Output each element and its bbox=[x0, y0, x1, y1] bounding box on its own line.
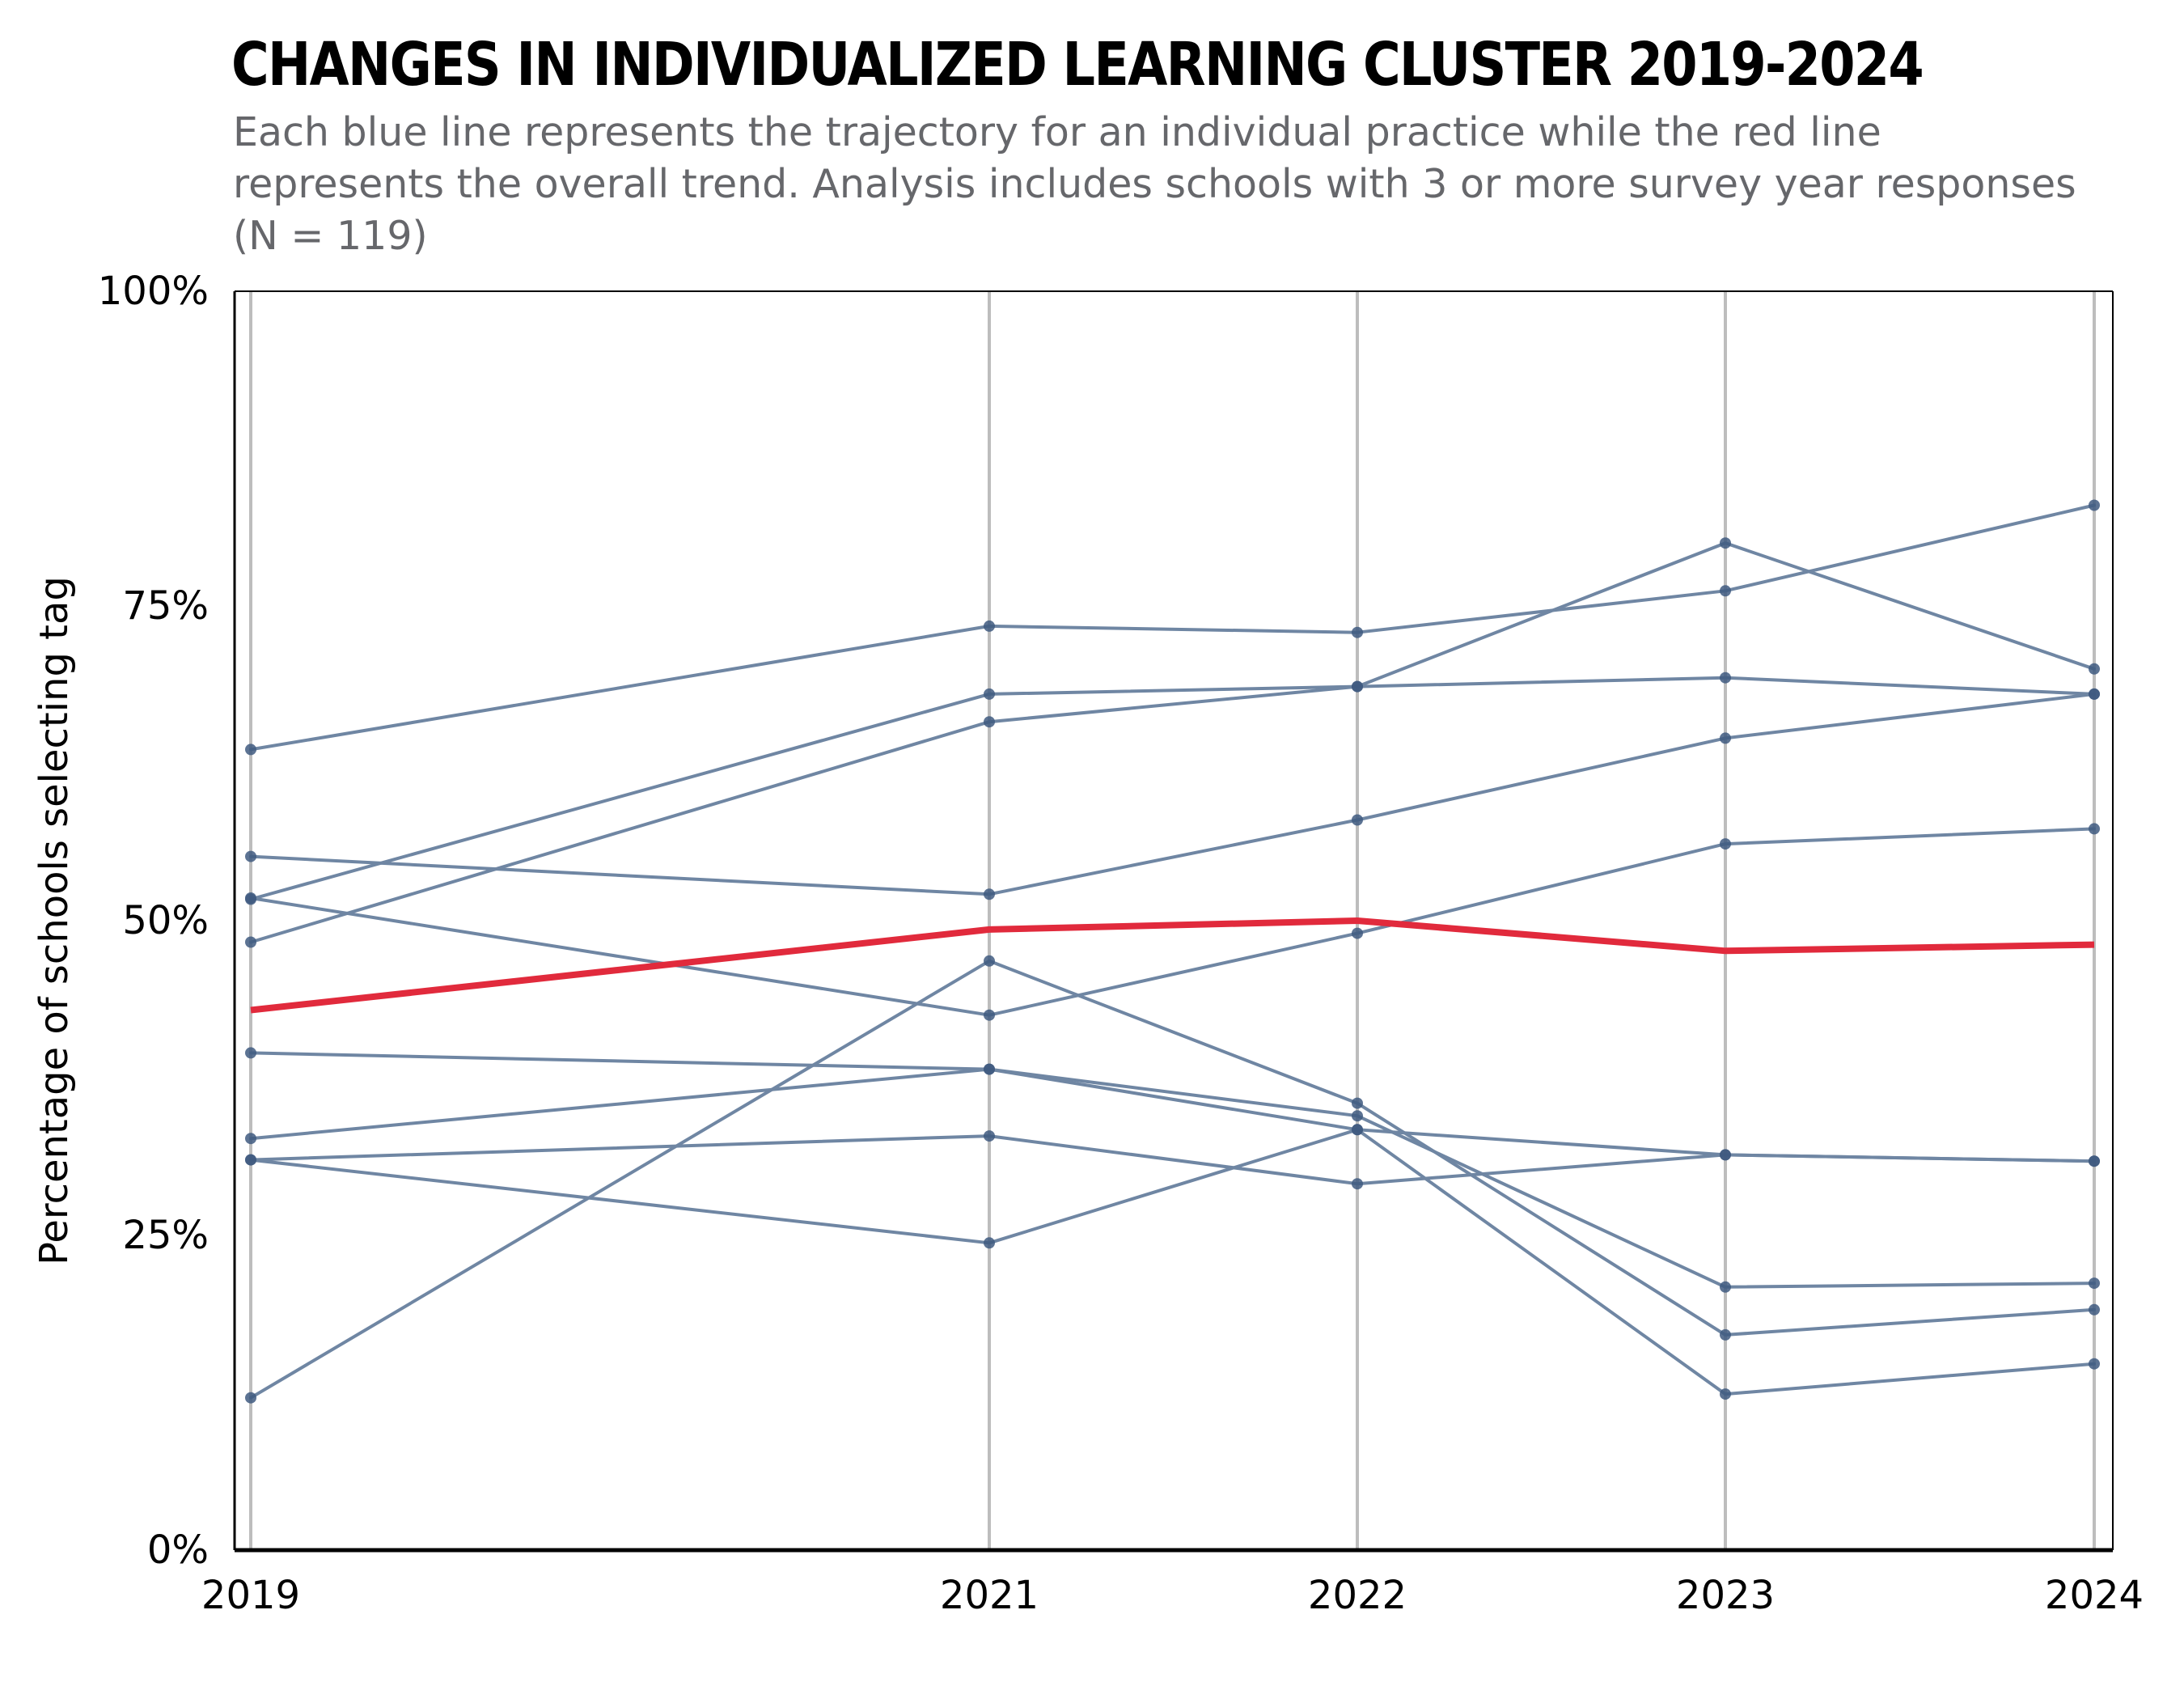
grid-lines bbox=[249, 291, 2096, 1550]
practice-point-2-2022 bbox=[1352, 814, 1363, 826]
practice-point-4-2023 bbox=[1720, 537, 1731, 549]
overall-trend-line bbox=[250, 917, 2095, 1014]
y-axis-title: Percentage of schools selecting tag bbox=[32, 576, 77, 1265]
practice-point-4-2022 bbox=[1352, 680, 1363, 693]
practice-point-10-2021 bbox=[984, 955, 995, 967]
practice-point-1-2024 bbox=[2089, 499, 2100, 511]
practice-point-5-2019 bbox=[245, 892, 256, 904]
practice-point-5-2022 bbox=[1352, 927, 1363, 939]
practice-point-8-2022 bbox=[1352, 1178, 1363, 1190]
practice-point-2-2021 bbox=[984, 888, 995, 900]
practice-point-1-2019 bbox=[245, 744, 256, 756]
practice-point-1-2022 bbox=[1352, 626, 1363, 638]
y-tick-label-25: 25% bbox=[122, 1213, 209, 1258]
practice-point-4-2021 bbox=[984, 716, 995, 728]
practice-point-5-2024 bbox=[2089, 823, 2100, 835]
practice-line-8 bbox=[249, 1134, 2096, 1186]
practice-point-10-2023 bbox=[1720, 1328, 1731, 1341]
practice-point-10-2024 bbox=[2089, 1303, 2100, 1316]
practice-point-3-2021 bbox=[984, 688, 995, 700]
practice-point-6-2024 bbox=[2089, 1277, 2100, 1290]
y-tick-label-50: 50% bbox=[122, 898, 209, 943]
practice-line-2 bbox=[249, 692, 2096, 896]
practice-line-3 bbox=[249, 676, 2096, 901]
practice-point-2-2023 bbox=[1720, 732, 1731, 744]
practice-point-6-2022 bbox=[1352, 1110, 1363, 1122]
practice-point-10-2022 bbox=[1352, 1097, 1363, 1109]
practice-point-7-2019 bbox=[245, 1133, 256, 1145]
tick-labels: 0% 25% 50% 75% 100% 2019 2021 2022 2023 2024 Perce… bbox=[32, 269, 2144, 1618]
practice-point-6-2019 bbox=[245, 1047, 256, 1059]
practice-point-9-2021 bbox=[984, 1237, 995, 1249]
practice-point-1-2021 bbox=[984, 620, 995, 632]
chart-subtitle: Each blue line represents the trajectory… bbox=[233, 109, 2076, 259]
practice-point-8-2023 bbox=[1720, 1149, 1731, 1161]
x-tick-label-2022: 2022 bbox=[1308, 1573, 1407, 1618]
x-tick-label-2021: 2021 bbox=[940, 1573, 1039, 1618]
axes bbox=[233, 290, 2114, 1553]
data-points bbox=[245, 499, 2100, 1404]
practice-line-4 bbox=[249, 541, 2096, 944]
y-tick-label-100: 100% bbox=[98, 269, 209, 314]
practice-point-10-2019 bbox=[245, 1392, 256, 1404]
x-tick-label-2024: 2024 bbox=[2045, 1573, 2144, 1618]
practice-point-2-2019 bbox=[245, 850, 256, 862]
chart-title: CHANGES IN INDIVIDUALIZED LEARNING CLUST… bbox=[231, 30, 1924, 100]
practice-line-9 bbox=[249, 1128, 2096, 1396]
practice-point-9-2019 bbox=[245, 1154, 256, 1166]
series-lines bbox=[249, 503, 2096, 1400]
practice-point-6-2023 bbox=[1720, 1281, 1731, 1293]
practice-point-3-2024 bbox=[2089, 688, 2100, 700]
x-tick-label-2023: 2023 bbox=[1676, 1573, 1775, 1618]
practice-point-7-2021 bbox=[984, 1063, 995, 1075]
practice-point-9-2023 bbox=[1720, 1388, 1731, 1400]
practice-point-8-2024 bbox=[2089, 1155, 2100, 1167]
practice-line-1 bbox=[249, 503, 2096, 752]
practice-point-4-2019 bbox=[245, 936, 256, 948]
practice-line-6 bbox=[249, 1051, 2096, 1289]
practice-point-9-2024 bbox=[2089, 1358, 2100, 1370]
practice-point-4-2024 bbox=[2089, 663, 2100, 675]
practice-line-7 bbox=[249, 1067, 2096, 1163]
practice-point-5-2023 bbox=[1720, 838, 1731, 850]
practice-point-8-2021 bbox=[984, 1130, 995, 1142]
x-tick-label-2019: 2019 bbox=[201, 1573, 300, 1618]
y-tick-label-75: 75% bbox=[122, 583, 209, 629]
practice-line-10 bbox=[249, 959, 2096, 1400]
y-tick-label-0: 0% bbox=[147, 1527, 209, 1573]
practice-point-3-2023 bbox=[1720, 672, 1731, 684]
practice-point-5-2021 bbox=[984, 1009, 995, 1021]
practice-point-9-2022 bbox=[1352, 1124, 1363, 1136]
practice-point-1-2023 bbox=[1720, 585, 1731, 597]
